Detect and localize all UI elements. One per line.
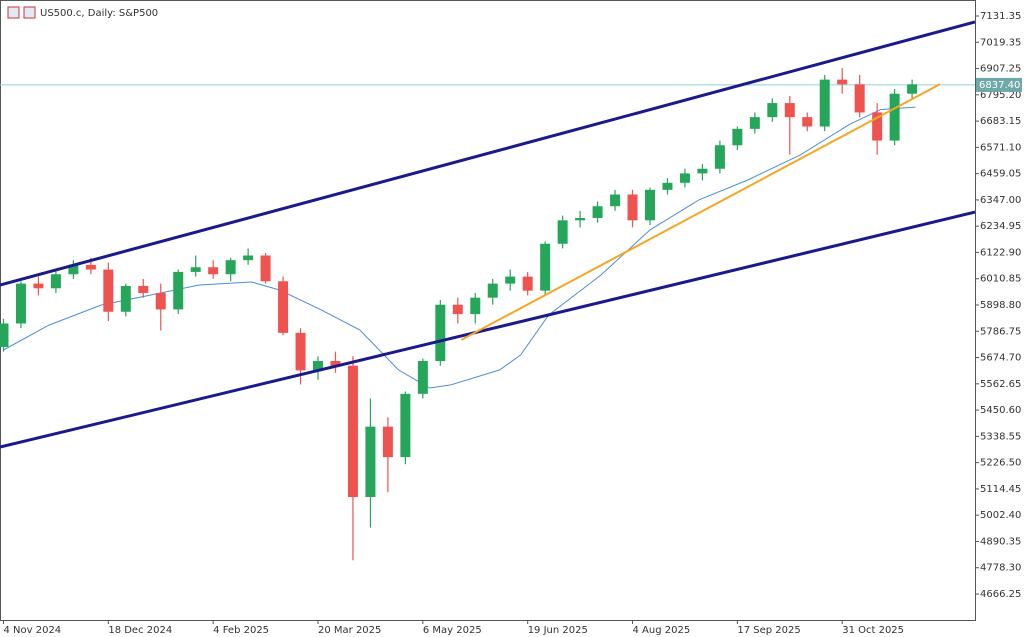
- candle-body: [330, 360, 341, 366]
- candle-body: [872, 112, 883, 141]
- candle-body: [85, 264, 96, 270]
- y-tick-label: 6347.00: [980, 195, 1021, 206]
- trendline: [0, 210, 976, 449]
- y-tick-label: 5674.70: [980, 353, 1021, 364]
- candle-body: [68, 264, 79, 275]
- candle-body: [697, 168, 708, 174]
- candle-body: [33, 283, 44, 289]
- candle-body: [819, 79, 830, 127]
- x-tick-label: 4 Feb 2025: [213, 625, 269, 636]
- candle-body: [784, 103, 795, 118]
- candle-body: [907, 84, 918, 94]
- y-tick-label: 5226.50: [980, 458, 1021, 469]
- y-tick-label: 6459.05: [980, 169, 1021, 180]
- y-tick-label: 5450.60: [980, 405, 1021, 416]
- x-tick-label: 18 Dec 2024: [108, 625, 172, 636]
- candle-body: [313, 360, 324, 371]
- candle-body: [889, 93, 900, 141]
- candle-body: [103, 269, 114, 312]
- candle-body: [487, 283, 498, 298]
- y-tick-label: 5562.65: [980, 379, 1021, 390]
- candle-body: [400, 393, 411, 458]
- price-label: 6837.40: [979, 80, 1020, 91]
- y-tick-label: 6795.20: [980, 90, 1021, 101]
- candle-body: [627, 194, 638, 221]
- candle-body: [435, 304, 446, 361]
- y-tick-label: 5114.45: [980, 484, 1021, 495]
- candle-body: [505, 276, 516, 284]
- candle-body: [15, 283, 26, 324]
- y-tick-label: 4666.25: [980, 589, 1021, 600]
- y-tick-label: 6571.10: [980, 142, 1021, 153]
- x-tick-label: 19 Jun 2025: [528, 625, 588, 636]
- y-tick-label: 6683.15: [980, 116, 1021, 127]
- y-tick-label: 5786.75: [980, 326, 1021, 337]
- candle-body: [610, 194, 621, 207]
- x-tick-label: 6 May 2025: [423, 625, 482, 636]
- candle-body: [679, 173, 690, 183]
- candle-body: [417, 360, 428, 394]
- candle-body: [155, 293, 166, 310]
- candle-body: [278, 281, 289, 333]
- candle-body: [592, 206, 603, 218]
- candle-body: [120, 285, 131, 312]
- candle-body: [295, 332, 306, 371]
- y-tick-label: 5338.55: [980, 431, 1021, 442]
- candle-body: [50, 274, 61, 289]
- x-tick-label: 4 Nov 2024: [3, 625, 61, 636]
- candle-body: [662, 182, 673, 190]
- candle-body: [470, 297, 481, 315]
- candle-body: [557, 220, 568, 244]
- candle-body: [365, 426, 376, 497]
- icon: [7, 6, 20, 19]
- x-tick-label: 4 Aug 2025: [633, 625, 691, 636]
- candle-body: [347, 365, 358, 497]
- candle-body: [575, 217, 586, 221]
- y-tick-label: 4890.35: [980, 536, 1021, 547]
- candle-body: [452, 304, 463, 315]
- y-tick-label: 5898.80: [980, 300, 1021, 311]
- candle-body: [208, 267, 219, 275]
- candle-body: [138, 285, 149, 294]
- candle-body: [260, 255, 271, 282]
- y-tick-label: 6010.85: [980, 274, 1021, 285]
- plot-frame: [0, 0, 976, 621]
- y-tick-label: 4778.30: [980, 563, 1021, 574]
- candle-body: [645, 189, 655, 221]
- y-tick-label: 7019.35: [980, 37, 1021, 48]
- y-tick-label: 6907.25: [980, 64, 1021, 75]
- y-tick-label: 6122.90: [980, 247, 1021, 258]
- candle-body: [540, 243, 551, 291]
- candle-body: [243, 255, 254, 261]
- candle-body: [0, 323, 9, 347]
- candle-body: [382, 426, 393, 458]
- candle-body: [190, 267, 201, 272]
- candle-body: [522, 276, 533, 291]
- candle-body: [854, 84, 865, 113]
- candle-body: [225, 260, 236, 275]
- candle-body: [714, 145, 725, 169]
- x-tick-label: 17 Sep 2025: [737, 625, 800, 636]
- x-tick-label: 20 Mar 2025: [318, 625, 381, 636]
- trendline: [0, 20, 976, 287]
- y-tick-label: 5002.40: [980, 510, 1021, 521]
- y-tick-label: 6234.95: [980, 221, 1021, 232]
- chart-title: US500.c, Daily: S&P500: [40, 8, 158, 19]
- candle-body: [802, 117, 813, 127]
- y-tick-label: 7131.35: [980, 11, 1021, 22]
- trendline: [460, 83, 941, 341]
- candle-body: [767, 103, 778, 118]
- candle-body: [837, 79, 848, 85]
- candle-body: [749, 117, 760, 129]
- candle-body: [173, 271, 184, 310]
- x-tick-label: 31 Oct 2025: [842, 625, 904, 636]
- icon: [23, 6, 36, 19]
- candle-body: [732, 128, 743, 146]
- price-label-box: [976, 77, 1022, 92]
